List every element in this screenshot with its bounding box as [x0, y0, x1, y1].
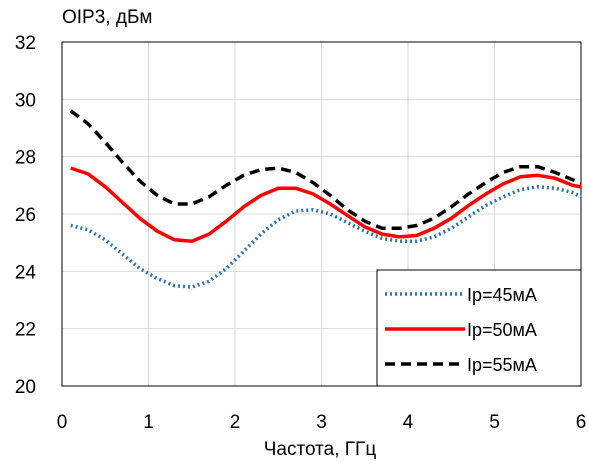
series-group	[69, 109, 582, 289]
x-tick-label: 1	[143, 412, 154, 433]
y-tick-label: 20	[15, 377, 36, 398]
y-axis-title: OIP3, дБм	[62, 7, 152, 28]
x-tick-label: 2	[230, 412, 241, 433]
legend-label-1: Ip=45мА	[467, 285, 537, 305]
y-axis-ticks: 20 22 24 26 28 30 32	[15, 33, 37, 398]
x-tick-label: 0	[57, 412, 68, 433]
legend-label-2: Ip=50мА	[467, 320, 537, 340]
x-tick-label: 3	[316, 412, 327, 433]
x-axis-title: Частота, ГГц	[264, 439, 377, 460]
y-tick-label: 28	[15, 148, 36, 169]
series-line-3	[69, 109, 582, 231]
series-line-2	[70, 166, 582, 243]
grid	[62, 42, 581, 386]
x-tick-label: 5	[489, 412, 500, 433]
legend-label-3: Ip=55мА	[467, 355, 537, 375]
y-tick-label: 24	[15, 262, 37, 283]
y-tick-label: 30	[15, 90, 36, 111]
y-tick-label: 26	[15, 205, 36, 226]
plot-area-frame	[61, 41, 582, 387]
legend: Ip=45мА Ip=50мА Ip=55мА	[376, 269, 582, 387]
x-tick-label: 4	[403, 412, 414, 433]
x-axis-ticks: 0 1 2 3 4 5 6	[57, 412, 587, 433]
y-tick-label: 22	[15, 320, 36, 341]
y-tick-label: 32	[15, 33, 36, 54]
x-tick-label: 6	[576, 412, 587, 433]
